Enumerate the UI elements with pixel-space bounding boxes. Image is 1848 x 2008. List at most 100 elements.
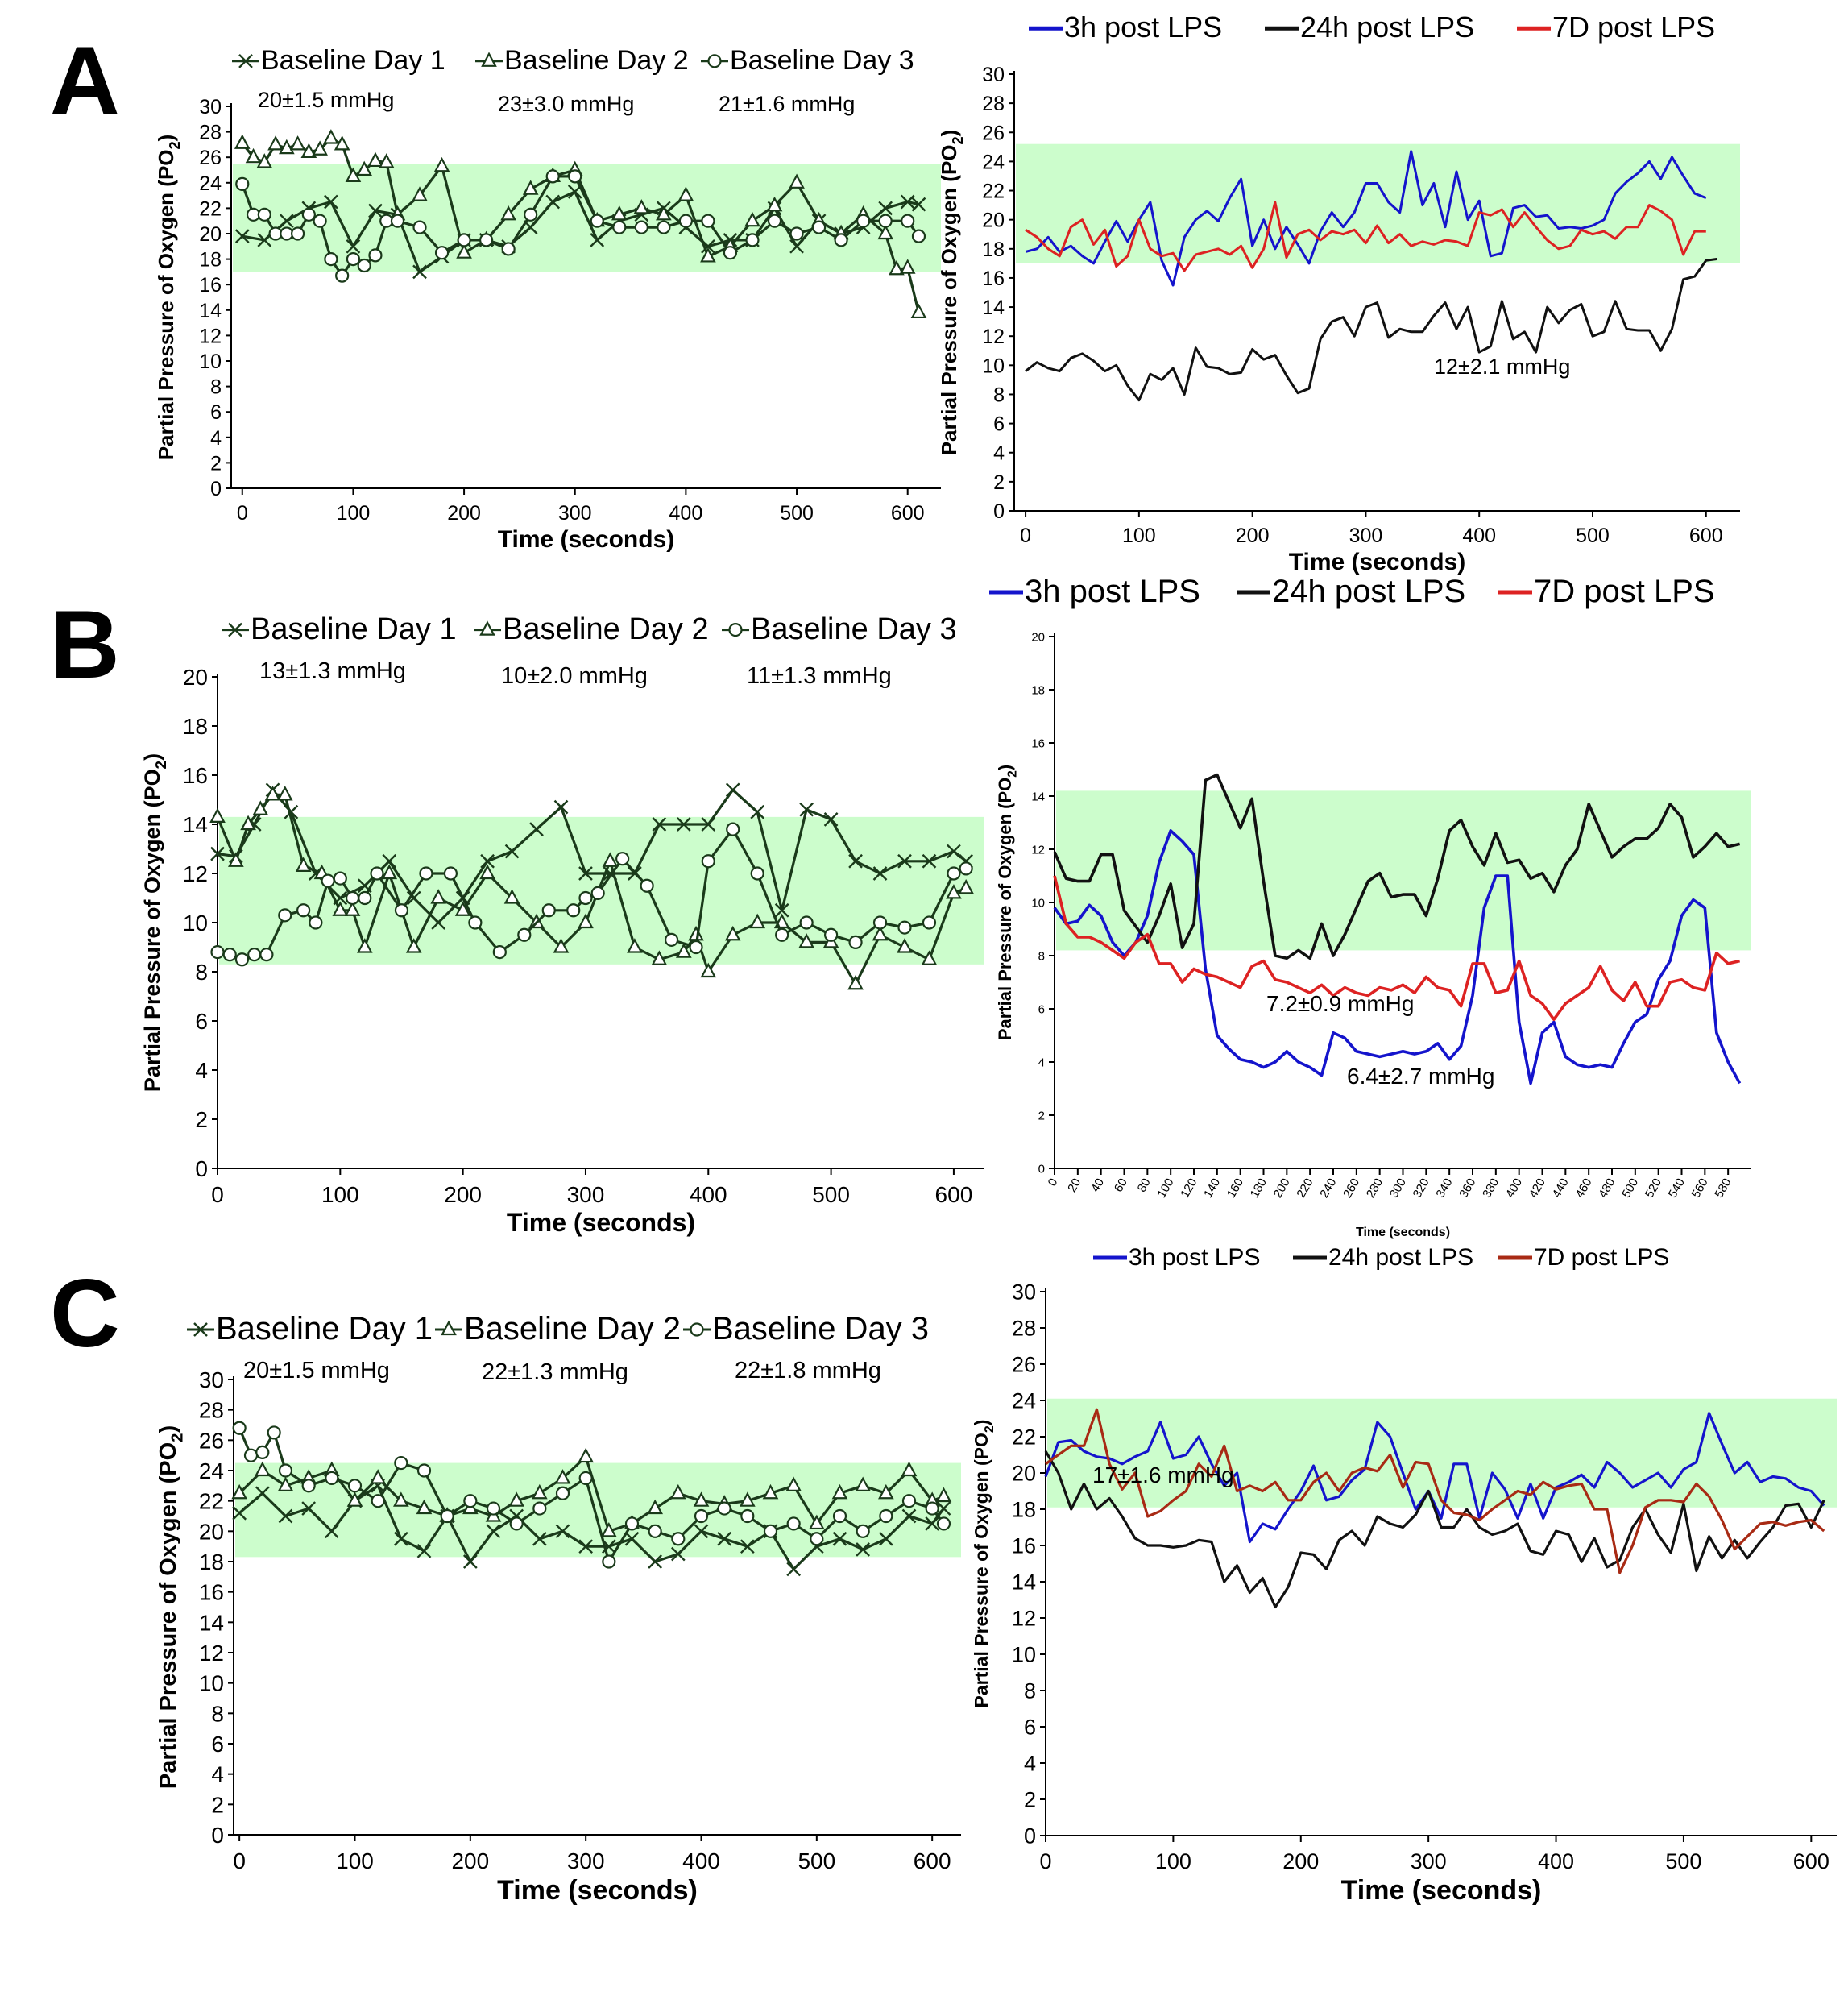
data-point (578, 913, 594, 929)
data-point (701, 214, 715, 228)
data-point (651, 950, 668, 965)
y-axis-label-subscript: 2 (153, 761, 170, 770)
data-point (334, 135, 350, 151)
data-point (936, 1501, 951, 1516)
annotation-mmhg: 20±1.5 mmHg (258, 88, 394, 112)
data-point (739, 1491, 756, 1507)
data-point (234, 229, 250, 244)
data-point (370, 1469, 387, 1484)
data-point (578, 1447, 595, 1463)
data-point (278, 1463, 293, 1478)
panel-label-c: C (50, 1259, 120, 1367)
y-tick-label: 16 (199, 274, 222, 297)
data-point (615, 852, 630, 866)
data-point (590, 233, 605, 247)
legend: 3h post LPS 24h post LPS 7D post LPS (1029, 10, 1715, 44)
annotation-mmhg: 13±1.3 mmHg (259, 658, 406, 684)
legend-label: Baseline Day 3 (712, 1311, 929, 1346)
data-point (911, 197, 926, 212)
data-point (532, 1531, 547, 1546)
x-tick-label: 500 (1576, 525, 1610, 547)
data-point (210, 846, 225, 861)
y-tick-label: 8 (1024, 1679, 1036, 1703)
y-axis-label-subscript: 2 (982, 1425, 997, 1433)
x-axis-label: Time (seconds) (1341, 1875, 1542, 1906)
data-point (503, 889, 520, 904)
y-tick-label: 26 (199, 147, 222, 169)
data-point (901, 1508, 917, 1524)
data-point (468, 915, 483, 930)
data-point (700, 247, 716, 263)
data-point (378, 153, 395, 168)
data-point (382, 853, 397, 869)
y-axis-label-subscript: 2 (167, 141, 183, 149)
y-tick-label: 30 (1012, 1280, 1036, 1305)
annotation-mmhg: 11±1.3 mmHg (747, 663, 892, 689)
data-point (911, 229, 926, 243)
data-point (344, 901, 361, 916)
y-axis-label-text: Partial Pressure of Oxygen (PO (155, 1442, 181, 1789)
y-tick-label: 14 (1031, 790, 1045, 803)
y-tick-label: 22 (982, 180, 1005, 203)
legend-label: Baseline Day 2 (503, 612, 709, 646)
data-point (566, 903, 581, 918)
data-point (723, 246, 738, 260)
y-tick-label: 20 (1031, 630, 1045, 644)
y-axis-label-close: ) (154, 135, 178, 142)
data-point (602, 1554, 616, 1569)
data-point (301, 207, 316, 222)
legend: Baseline Day 1 Baseline Day 2 Baseline Day… (222, 612, 957, 646)
data-point (701, 817, 716, 832)
y-tick-label: 6 (1024, 1716, 1036, 1740)
series-2 (234, 129, 927, 319)
x-tick-label: 100 (1155, 1849, 1191, 1873)
data-point (878, 201, 893, 216)
data-point (749, 913, 766, 929)
series-line (1045, 1408, 1825, 1574)
data-point (634, 220, 648, 234)
normal-range-band (1047, 1398, 1837, 1508)
legend-marker (193, 1322, 208, 1337)
data-point (522, 180, 539, 195)
y-tick-label: 26 (982, 122, 1005, 144)
data-point (897, 920, 912, 935)
annotation-mmhg: 12±2.1 mmHg (1434, 355, 1570, 379)
normal-range-band (1056, 790, 1751, 951)
data-point (740, 1508, 755, 1524)
y-tick-label: 6 (211, 1732, 224, 1757)
data-point (500, 205, 516, 221)
y-tick-label: 20 (982, 210, 1005, 232)
data-point (947, 844, 961, 859)
data-point (416, 1499, 433, 1515)
data-point (393, 1531, 408, 1546)
x-tick-label: 40 (1088, 1176, 1107, 1195)
x-tick-label: 300 (567, 1848, 605, 1873)
data-point (545, 194, 561, 210)
data-point (345, 167, 362, 182)
y-tick-label: 0 (195, 1156, 208, 1181)
y-tick-label: 20 (199, 223, 222, 246)
data-point (946, 884, 962, 899)
data-point (590, 214, 604, 228)
y-tick-label: 18 (1031, 683, 1045, 697)
x-tick-label: 600 (1793, 1849, 1829, 1873)
y-tick-label: 18 (982, 239, 1005, 261)
data-point (947, 866, 961, 881)
x-axis-label: Time (seconds) (1356, 1226, 1450, 1239)
data-point (290, 226, 305, 241)
y-axis-label: Partial Pressure of Oxygen (PO2) (937, 130, 966, 456)
data-point (390, 214, 405, 228)
data-point (347, 1479, 363, 1493)
data-point (405, 938, 422, 953)
data-point (786, 1562, 802, 1577)
data-point (346, 252, 361, 267)
x-tick-label: 100 (337, 502, 371, 525)
data-point (689, 940, 703, 955)
data-point (309, 915, 323, 930)
legend-label: 24h post LPS (1272, 574, 1465, 609)
data-point (901, 214, 915, 228)
data-point (480, 853, 495, 869)
data-point (664, 932, 679, 947)
